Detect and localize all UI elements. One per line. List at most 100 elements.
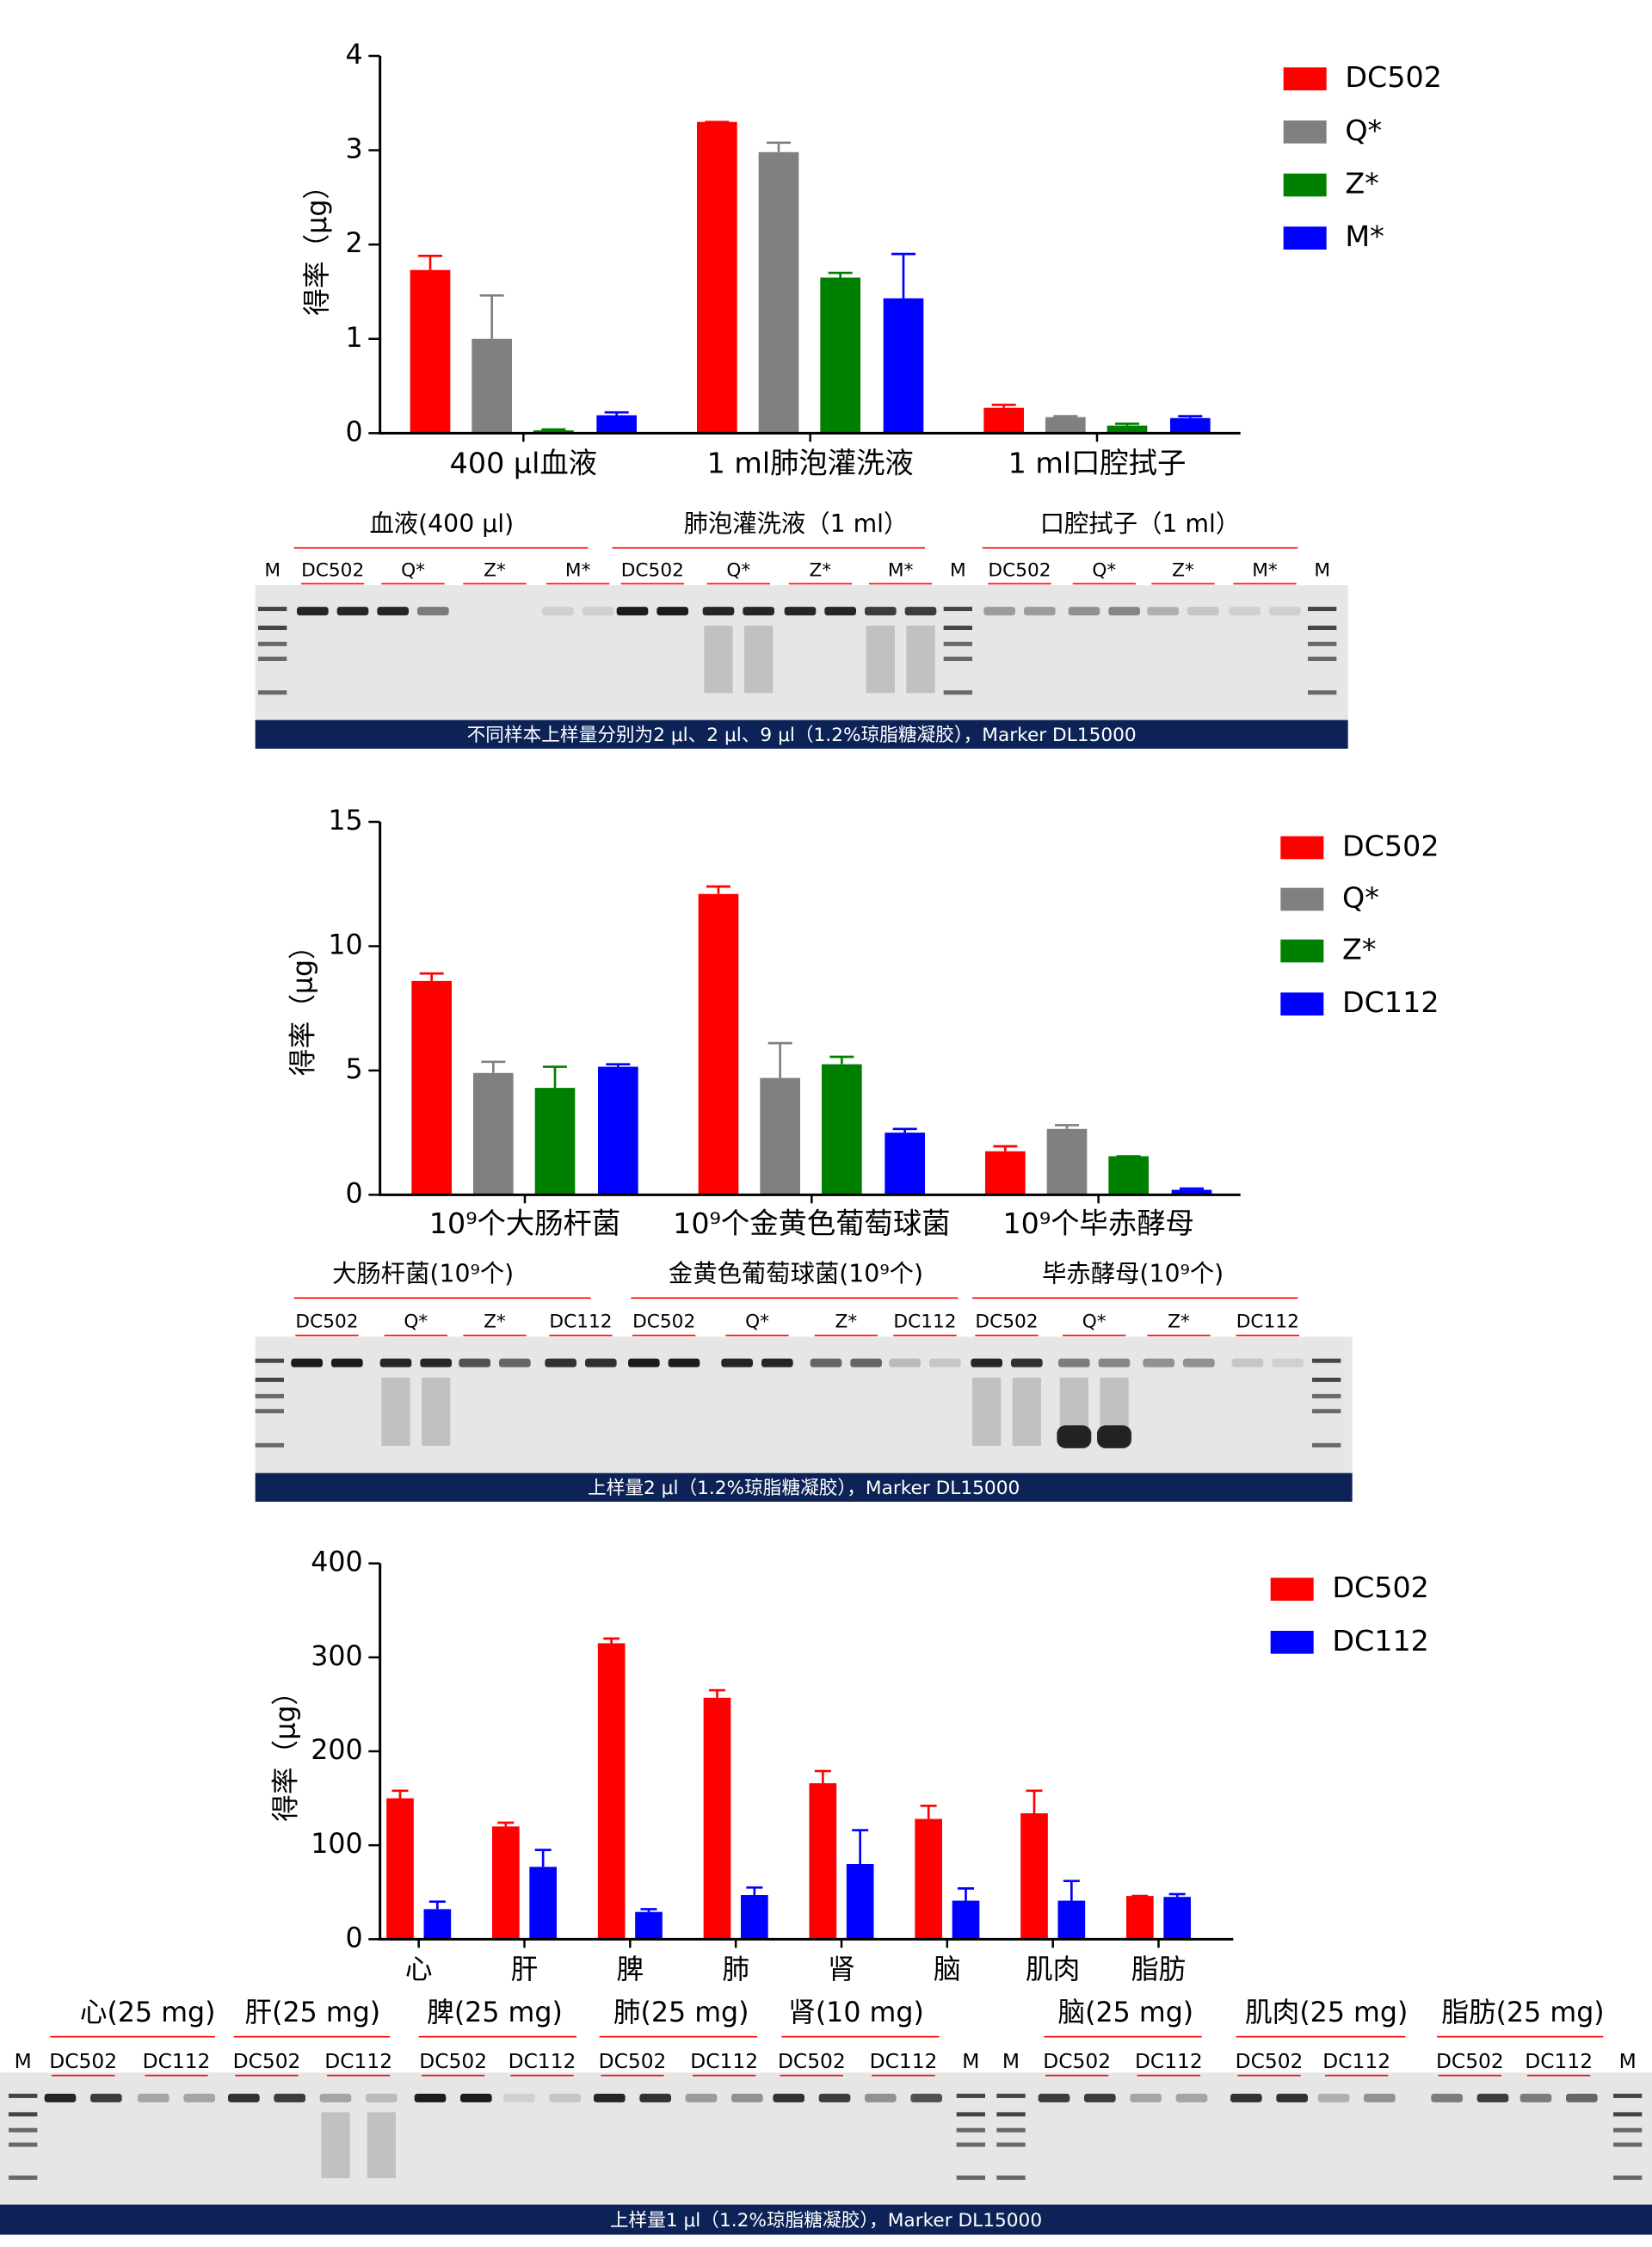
ladder-band [255,1377,284,1382]
gel-band [818,2093,851,2102]
y-tick-label: 0 [346,1923,363,1954]
gel-band [721,1358,753,1367]
ladder-band [956,2142,985,2147]
bar [1046,1128,1088,1195]
ladder-band [996,2093,1026,2098]
gel-smear [972,1377,1002,1446]
x-tick-label: 1 ml口腔拭子 [1008,447,1187,480]
bar [533,430,574,434]
gel-band [1230,2093,1262,2102]
gel-band [336,607,369,616]
error-bar [497,1821,515,1827]
gel-smear [866,626,895,694]
bar [809,1783,837,1940]
gel-group-title: 毕赤酵母(10⁹个) [1042,1260,1224,1288]
gel-group-title: 心(25 mg) [80,1997,216,2028]
gel-smear [321,2112,350,2178]
marker-label: M [1002,2049,1020,2073]
ladder-band [255,1409,284,1414]
lane-label: Q* [404,1312,428,1333]
gel-band [929,1358,961,1367]
y-tick-label: 1 [346,323,363,354]
error-bar [891,252,915,299]
gel-smear [422,1377,451,1446]
ladder-band [258,626,287,631]
gel-band [971,1358,1002,1367]
ladder-band [996,2112,1026,2117]
gel-band [784,607,817,616]
ladder-band [1613,2112,1643,2117]
marker-label: M [950,559,966,581]
x-tick-label: 肝 [511,1954,539,1985]
ladder-band [258,641,287,646]
y-tick-label: 5 [346,1054,363,1085]
gel-band [639,2093,671,2102]
gel-band [1317,2093,1350,2102]
lane-label: Z* [484,559,506,581]
gel-band [1269,607,1301,616]
gel-band [1068,607,1100,616]
ladder-band [1312,1442,1341,1448]
bar [1126,1896,1154,1940]
ladder-band [1312,1377,1341,1382]
error-bar [746,1886,763,1896]
error-bar [479,294,504,339]
lane-label: Q* [1092,559,1116,581]
error-bar [1168,1892,1186,1898]
y-tick-label: 3 [346,134,363,165]
x-tick-label: 400 μl血液 [450,447,597,480]
gel-band [331,1358,363,1367]
error-bar [706,885,730,894]
gel-smear [1012,1377,1041,1446]
bar [423,1909,452,1940]
ladder-band [9,2093,38,2098]
gel-band [183,2093,215,2102]
ladder-band [1308,607,1337,612]
bar [1057,1900,1086,1940]
gel-blob [1097,1425,1131,1448]
y-tick-label: 400 [311,1547,362,1578]
error-bar [991,404,1016,408]
ladder-band [956,2093,985,2098]
gel-band [366,2093,398,2102]
error-bar [892,1127,917,1133]
legend-swatch [1283,67,1327,91]
ladder-band [255,1358,284,1363]
gel-band [414,2093,447,2102]
gel-band [460,2093,492,2102]
ladder-band [9,2142,38,2147]
gel-band [545,1358,576,1367]
gel-band [1024,607,1056,616]
ladder-band [9,2112,38,2117]
gel-smear [906,626,935,694]
gel-group-title: 肺(25 mg) [613,1997,749,2028]
x-tick-label: 10⁹个毕赤酵母 [1002,1207,1193,1240]
lane-label: DC112 [143,2049,211,2073]
legend-swatch [1280,836,1324,860]
ladder-band [943,641,972,646]
x-tick-label: 脾 [616,1954,644,1985]
gel-band [1231,1358,1264,1367]
lane-label: DC112 [1525,2049,1593,2073]
bar [915,1818,942,1940]
gel-band [499,1358,531,1367]
gel-band [1519,2093,1552,2102]
y-tick-label: 15 [328,806,362,836]
y-tick-label: 0 [346,1178,363,1209]
lane-label: DC112 [1322,2049,1390,2073]
bar [410,269,451,434]
gel-band [656,607,688,616]
lane-label: DC502 [301,559,364,581]
error-bar [828,271,853,278]
x-tick-label: 肺 [722,1954,749,1985]
gel-band [865,2093,897,2102]
bar [985,1151,1026,1195]
error-bar [1055,1124,1079,1129]
y-axis-label: 得率（μg） [270,1678,301,1822]
gel-band [773,2093,804,2102]
gel-band [865,607,897,616]
gel-band [1476,2093,1509,2102]
gel-band [417,607,449,616]
error-bar [419,972,444,981]
